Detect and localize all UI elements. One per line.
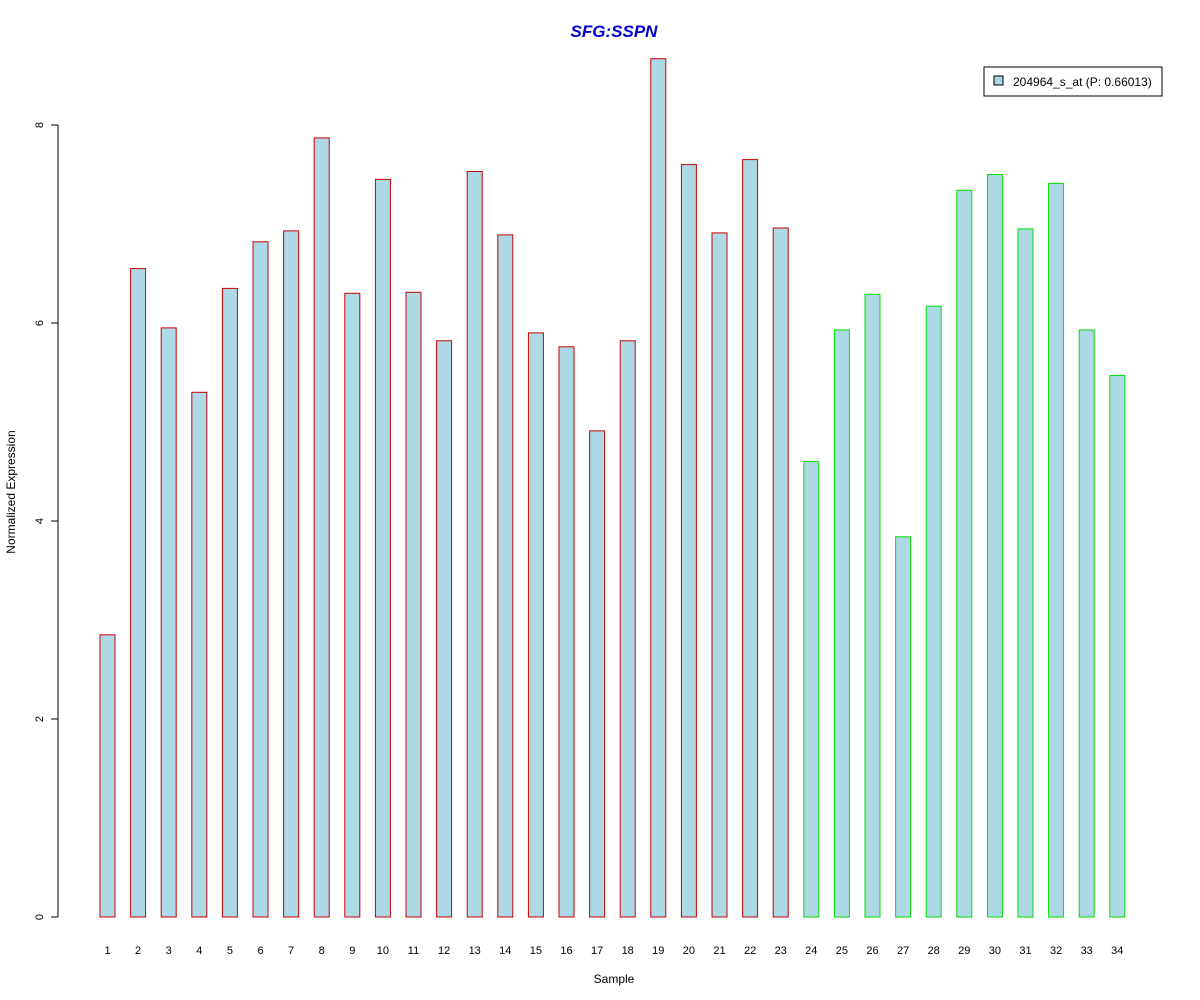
- x-tick-labels: 1 2 3 4 5 6 7 8 9 10 11 12 13 14 15 16 17 18 19 20 21 22 23 24 2…: [104, 945, 1123, 957]
- legend-swatch: [993, 75, 1004, 86]
- bar: [558, 346, 575, 918]
- x-tick-label: 29: [958, 945, 970, 957]
- y-tick-label: 4: [34, 518, 46, 524]
- bar: [466, 171, 483, 918]
- bar: [589, 430, 606, 918]
- x-tick-label: 14: [499, 945, 511, 957]
- bar: [160, 327, 177, 918]
- x-tick-label: 17: [591, 945, 603, 957]
- x-tick-label: 23: [775, 945, 787, 957]
- bar: [711, 232, 728, 918]
- bar: [1017, 228, 1034, 918]
- bar: [895, 536, 912, 918]
- x-tick-label: 9: [349, 945, 355, 957]
- x-axis-label: Sample: [594, 972, 635, 986]
- bar: [803, 461, 820, 918]
- x-tick-label: 16: [560, 945, 572, 957]
- legend-label: 204964_s_at (P: 0.66013): [1013, 75, 1152, 89]
- bar: [405, 291, 422, 918]
- x-tick-label: 28: [928, 945, 940, 957]
- x-tick-label: 19: [652, 945, 664, 957]
- y-axis: 0 2 4 6 8: [34, 122, 59, 920]
- x-tick-label: 30: [989, 945, 1001, 957]
- bar: [313, 137, 330, 918]
- x-tick-label: 34: [1111, 945, 1123, 957]
- x-tick-label: 20: [683, 945, 695, 957]
- x-tick-label: 26: [866, 945, 878, 957]
- bar: [527, 332, 544, 918]
- x-tick-label: 2: [135, 945, 141, 957]
- x-tick-label: 6: [257, 945, 263, 957]
- x-tick-label: 15: [530, 945, 542, 957]
- bar: [986, 174, 1003, 918]
- x-tick-label: 27: [897, 945, 909, 957]
- y-tick-label: 8: [34, 122, 46, 128]
- bar: [956, 189, 973, 918]
- x-tick-label: 7: [288, 945, 294, 957]
- x-tick-label: 11: [408, 945, 419, 957]
- bar: [221, 287, 238, 918]
- x-tick-label: 12: [438, 945, 450, 957]
- bar: [99, 634, 116, 918]
- chart-title: SFG:SSPN: [571, 22, 659, 41]
- bar: [497, 234, 514, 918]
- x-tick-label: 21: [713, 945, 725, 957]
- bar: [1048, 182, 1065, 918]
- bar: [436, 340, 453, 918]
- x-tick-label: 32: [1050, 945, 1062, 957]
- bars: [99, 58, 1126, 918]
- bar: [742, 159, 759, 918]
- bar: [650, 58, 667, 918]
- y-tick-label: 2: [34, 716, 46, 722]
- x-tick-label: 31: [1019, 945, 1031, 957]
- x-tick-label: 25: [836, 945, 848, 957]
- bar: [925, 305, 942, 918]
- y-tick-label: 0: [34, 914, 46, 920]
- bar: [680, 164, 697, 918]
- bar: [619, 340, 636, 918]
- x-tick-label: 5: [227, 945, 233, 957]
- y-axis-label: Normalized Expression: [4, 430, 18, 553]
- legend-box: [983, 66, 1163, 97]
- x-tick-label: 10: [377, 945, 389, 957]
- bar: [833, 329, 850, 918]
- x-tick-label: 8: [319, 945, 325, 957]
- x-tick-label: 24: [805, 945, 817, 957]
- bar: [130, 268, 147, 918]
- x-tick-label: 4: [196, 945, 202, 957]
- x-tick-label: 33: [1081, 945, 1093, 957]
- bar: [1109, 375, 1126, 918]
- bar: [772, 227, 789, 918]
- bar: [864, 293, 881, 918]
- bar: [344, 292, 361, 918]
- x-tick-label: 3: [166, 945, 172, 957]
- x-tick-label: 13: [469, 945, 481, 957]
- y-tick-label: 6: [34, 320, 46, 326]
- x-tick-label: 1: [104, 945, 110, 957]
- bar: [283, 230, 300, 918]
- legend: 204964_s_at (P: 0.66013): [983, 66, 1163, 97]
- x-tick-label: 18: [622, 945, 634, 957]
- x-tick-label: 22: [744, 945, 756, 957]
- bar: [252, 241, 269, 918]
- bar: [1078, 329, 1095, 918]
- bar: [374, 178, 391, 918]
- bar: [191, 391, 208, 918]
